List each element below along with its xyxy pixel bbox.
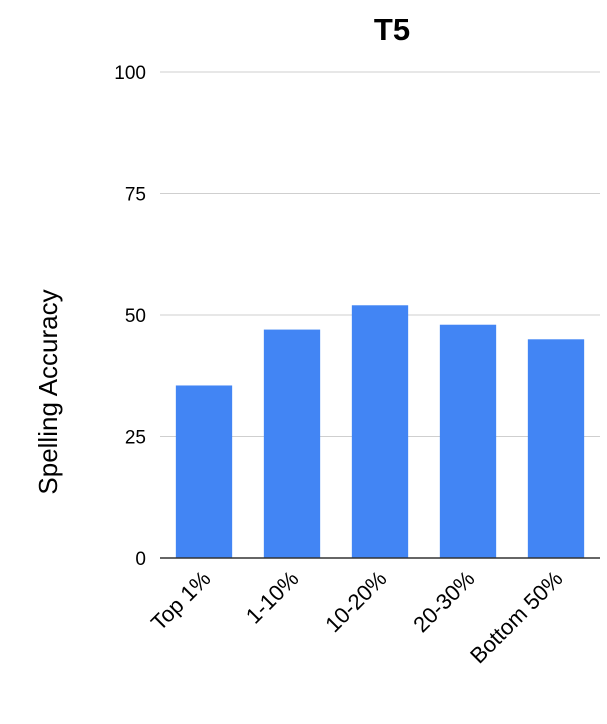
bar [439, 324, 497, 558]
y-tick-label: 50 [125, 306, 146, 327]
bar [175, 385, 233, 558]
bar [263, 329, 321, 558]
x-tick-label: 10-20% [320, 566, 391, 637]
y-tick-label: 75 [125, 185, 146, 206]
x-axis-ticks: Top 1% 1-10% 10-20% 20-30%Bottom 50% [146, 566, 568, 668]
bars [175, 305, 585, 558]
x-tick-label: Top 1% [146, 566, 216, 636]
y-tick-label: 25 [125, 428, 146, 449]
x-tick-label: 1-10% [241, 566, 304, 629]
bar [351, 305, 409, 558]
chart-title: T5 [374, 12, 410, 47]
y-axis-label: Spelling Accuracy [33, 289, 63, 494]
x-tick-label: 20-30% [408, 566, 479, 637]
y-tick-label: 100 [114, 63, 146, 84]
bar [527, 339, 585, 558]
x-tick-label: Bottom 50% [465, 566, 567, 668]
y-axis-ticks: 0 25 50 75 100 [114, 63, 146, 570]
y-tick-label: 0 [135, 549, 146, 570]
